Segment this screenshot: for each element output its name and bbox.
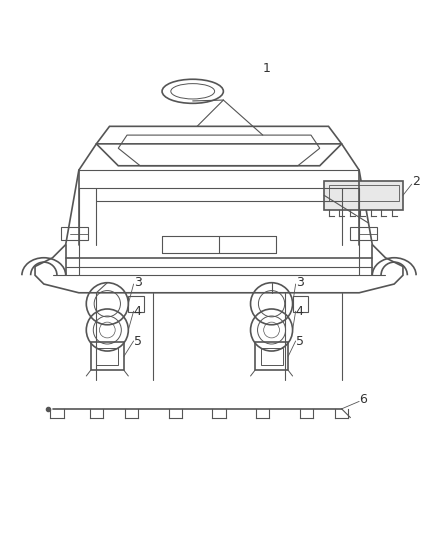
Bar [293,296,308,312]
Text: 6: 6 [359,393,367,406]
Bar [255,342,288,370]
Text: 5: 5 [134,335,141,349]
Bar [324,181,403,209]
Text: 5: 5 [296,335,304,349]
Text: 1: 1 [263,62,271,75]
Text: 3: 3 [296,276,304,289]
Bar [350,227,377,240]
Bar [128,296,144,312]
Text: 4: 4 [296,305,304,318]
Bar [96,348,118,365]
Text: 3: 3 [134,276,141,289]
Text: 4: 4 [134,305,141,318]
Text: 2: 2 [412,175,420,189]
Bar [61,227,88,240]
Bar [91,342,124,370]
Bar [261,348,283,365]
Bar [328,185,399,201]
